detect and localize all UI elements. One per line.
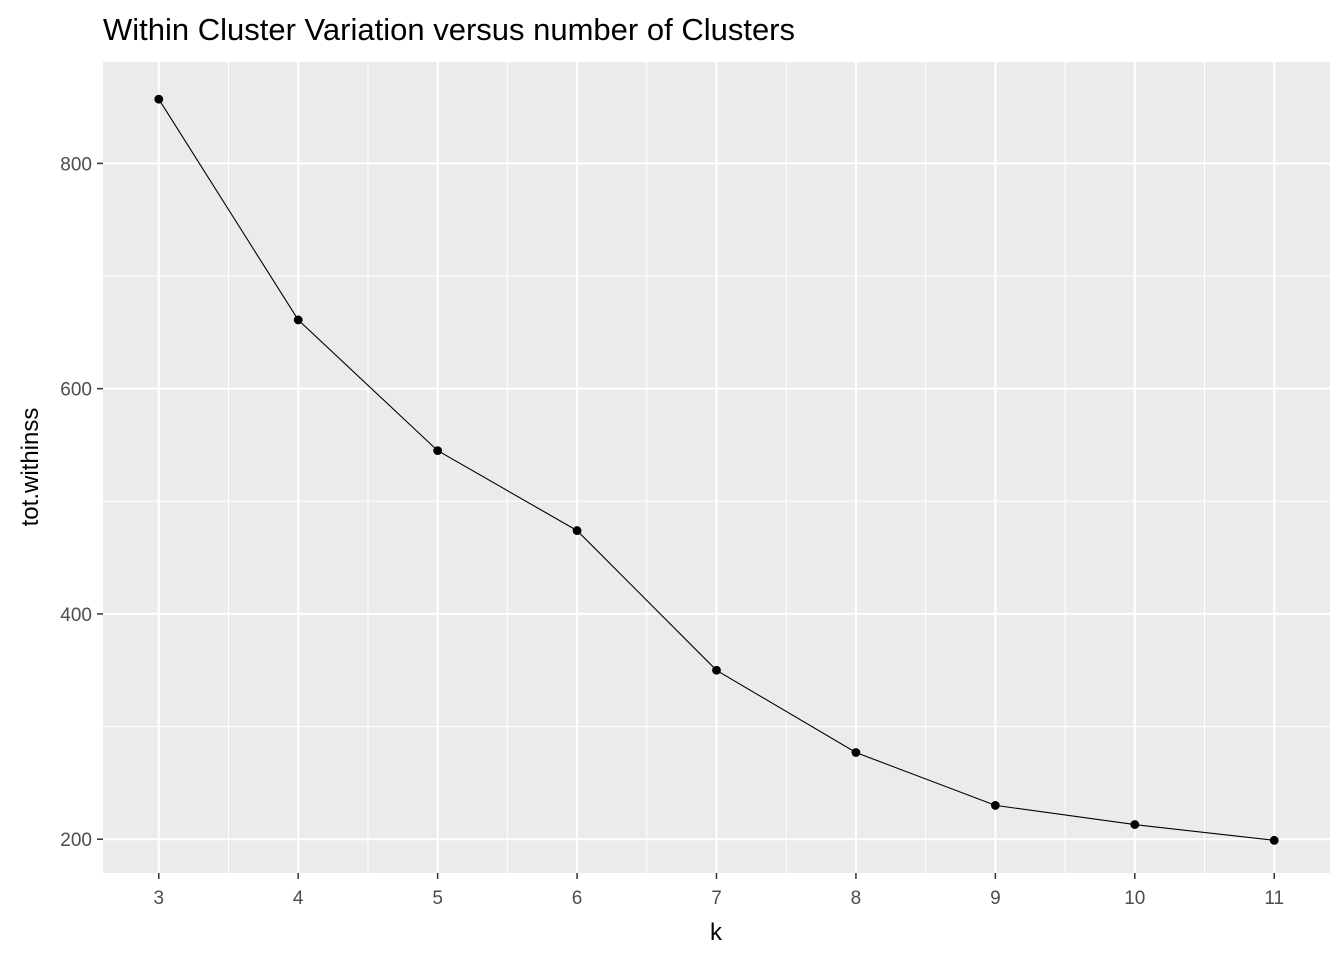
data-point (572, 526, 582, 535)
x-tick-label: 8 (851, 888, 862, 909)
x-tick-label: 5 (432, 888, 443, 909)
x-tick-label: 7 (711, 888, 722, 909)
y-tick-label: 800 (60, 154, 92, 175)
data-point (1269, 835, 1279, 845)
y-axis-label: tot.withinss (17, 408, 44, 527)
x-tick-label: 4 (293, 888, 304, 909)
y-tick-label: 600 (60, 380, 92, 401)
x-tick-label: 9 (990, 888, 1001, 909)
x-tick-label: 3 (153, 888, 164, 909)
x-tick-label: 6 (572, 888, 583, 909)
axes: 3 4 5 6 7 8 9 10 11 200 400 600 800 (60, 154, 1284, 909)
series-layer (154, 94, 1279, 845)
data-point (1130, 820, 1140, 829)
data-point (154, 94, 164, 104)
data-point (712, 665, 721, 675)
x-tick-label: 11 (1264, 888, 1284, 909)
data-point (433, 446, 443, 456)
data-point (293, 315, 303, 325)
y-tick-label: 200 (60, 830, 92, 851)
chart-title: Within Cluster Variation versus number o… (103, 12, 795, 47)
grid-major-lines (103, 62, 1330, 873)
y-tick-label: 400 (60, 605, 92, 626)
x-tick-label: 10 (1124, 888, 1145, 909)
data-point (990, 801, 1000, 810)
data-point (851, 748, 861, 757)
x-axis-label: k (710, 919, 723, 946)
